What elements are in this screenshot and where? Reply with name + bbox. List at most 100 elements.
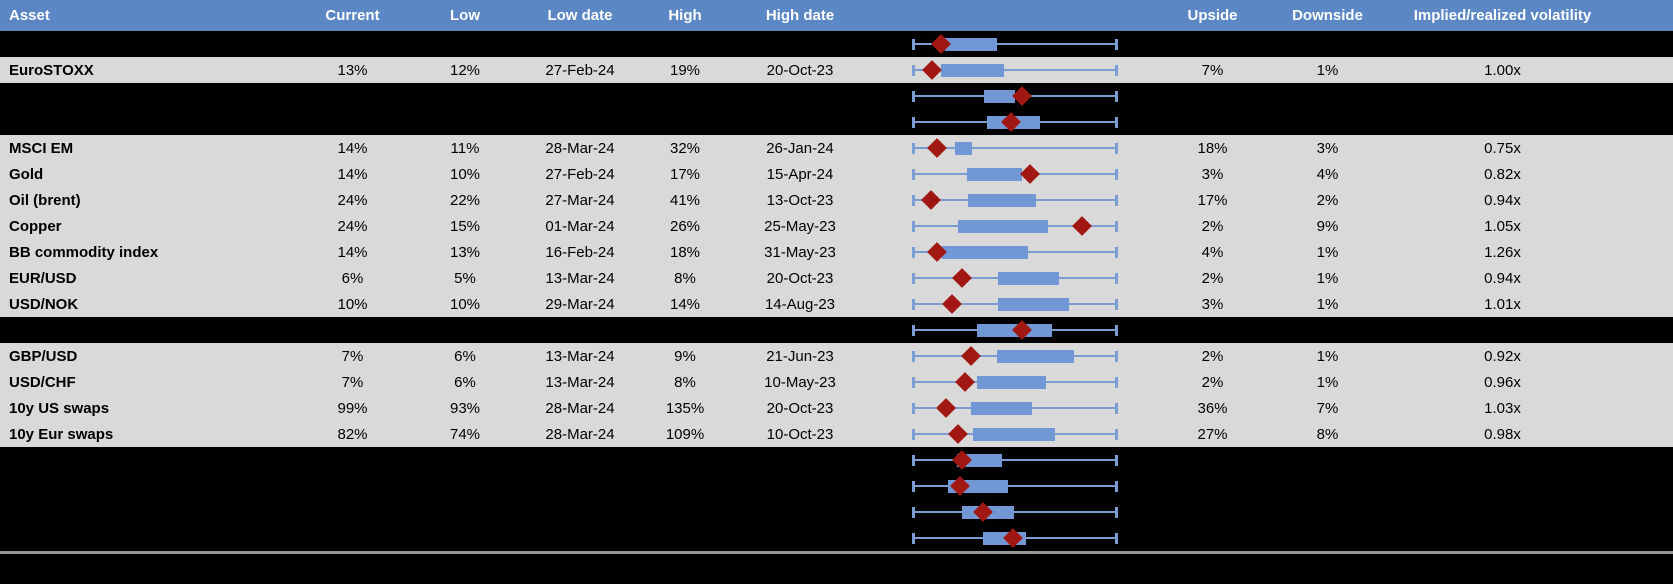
asset-name-cell: BB commodity index bbox=[9, 243, 159, 261]
range-boxplot bbox=[875, 213, 1155, 239]
header-high: High bbox=[668, 7, 702, 24]
high-date-cell: 14-Aug-23 bbox=[764, 295, 836, 313]
high-cell: 18% bbox=[669, 243, 701, 261]
boxplot-track bbox=[912, 187, 1118, 213]
whisker-min-cap bbox=[912, 480, 915, 492]
whisker-min-cap bbox=[912, 454, 915, 466]
low-date-cell: 27-Mar-24 bbox=[545, 191, 615, 209]
boxplot-track bbox=[912, 395, 1118, 421]
boxplot-track bbox=[912, 239, 1118, 265]
header-asset: Asset bbox=[9, 7, 50, 24]
whisker-line bbox=[913, 485, 1117, 487]
range-box bbox=[997, 297, 1070, 311]
whisker-line bbox=[913, 69, 1117, 71]
table-row: MSCI EM 14% 11% 28-Mar-24 32% 26-Jan-24 … bbox=[0, 135, 1673, 161]
high-date-cell: 21-Jun-23 bbox=[766, 347, 834, 365]
whisker-line bbox=[913, 147, 1117, 149]
range-boxplot bbox=[875, 447, 1155, 473]
low-date-cell: 13-Mar-24 bbox=[545, 373, 615, 391]
downside-cell: 1% bbox=[1316, 295, 1339, 313]
current-cell: 7% bbox=[341, 347, 364, 365]
low-cell: 10% bbox=[449, 165, 481, 183]
implied-realized-cell: 1.03x bbox=[1484, 399, 1521, 417]
whisker-max-cap bbox=[1115, 506, 1118, 518]
boxplot-track bbox=[912, 499, 1118, 525]
high-cell: 26% bbox=[669, 217, 701, 235]
current-marker-diamond-icon bbox=[955, 372, 975, 392]
low-cell: 5% bbox=[454, 269, 476, 287]
header-row: Asset Current Low Low date High High dat… bbox=[0, 0, 1673, 31]
whisker-max-cap bbox=[1115, 350, 1118, 362]
implied-realized-cell: 1.00x bbox=[1484, 61, 1521, 79]
range-box bbox=[945, 37, 997, 51]
range-box bbox=[941, 245, 1028, 259]
boxplot-track bbox=[912, 291, 1118, 317]
table-row: 10y US swaps 99% 93% 28-Mar-24 135% 20-O… bbox=[0, 395, 1673, 421]
range-boxplot bbox=[875, 317, 1155, 343]
whisker-max-cap bbox=[1115, 324, 1118, 336]
bottom-separator-line bbox=[0, 551, 1673, 554]
whisker-max-cap bbox=[1115, 298, 1118, 310]
table-row bbox=[0, 473, 1673, 499]
implied-realized-cell: 1.01x bbox=[1484, 295, 1521, 313]
downside-cell: 1% bbox=[1316, 61, 1339, 79]
whisker-max-cap bbox=[1115, 116, 1118, 128]
range-boxplot bbox=[875, 525, 1155, 551]
asset-name-cell: Copper bbox=[9, 217, 62, 235]
downside-cell: 1% bbox=[1316, 243, 1339, 261]
current-cell: 99% bbox=[337, 399, 368, 417]
low-cell: 13% bbox=[449, 243, 481, 261]
boxplot-track bbox=[912, 369, 1118, 395]
range-box bbox=[966, 167, 1023, 181]
table-body: EuroSTOXX 13% 12% 27-Feb-24 19% 20-Oct-2… bbox=[0, 31, 1673, 551]
table-row bbox=[0, 109, 1673, 135]
boxplot-track bbox=[912, 135, 1118, 161]
current-marker-diamond-icon bbox=[951, 268, 972, 288]
high-date-cell: 20-Oct-23 bbox=[766, 399, 834, 417]
whisker-max-cap bbox=[1115, 142, 1118, 154]
implied-realized-cell: 0.92x bbox=[1484, 347, 1521, 365]
boxplot-track bbox=[912, 473, 1118, 499]
asset-name-cell: EUR/USD bbox=[9, 269, 77, 287]
range-box bbox=[997, 271, 1060, 285]
table-row: USD/NOK 10% 10% 29-Mar-24 14% 14-Aug-23 … bbox=[0, 291, 1673, 317]
downside-cell: 1% bbox=[1316, 347, 1339, 365]
current-marker-diamond-icon bbox=[1071, 216, 1092, 236]
low-date-cell: 13-Mar-24 bbox=[545, 269, 615, 287]
current-cell: 24% bbox=[337, 217, 368, 235]
asset-name-cell: USD/CHF bbox=[9, 373, 76, 391]
whisker-min-cap bbox=[912, 402, 915, 414]
high-date-cell: 25-May-23 bbox=[764, 217, 836, 235]
current-marker-diamond-icon bbox=[935, 398, 956, 418]
high-cell: 109% bbox=[665, 425, 705, 443]
table-row: USD/CHF 7% 6% 13-Mar-24 8% 10-May-23 2% … bbox=[0, 369, 1673, 395]
low-date-cell: 28-Mar-24 bbox=[545, 139, 615, 157]
range-box bbox=[955, 141, 973, 155]
upside-cell: 3% bbox=[1201, 165, 1224, 183]
table-row bbox=[0, 317, 1673, 343]
downside-cell: 9% bbox=[1316, 217, 1339, 235]
high-date-cell: 13-Oct-23 bbox=[766, 191, 834, 209]
upside-cell: 27% bbox=[1197, 425, 1228, 443]
low-cell: 6% bbox=[454, 347, 476, 365]
header-implied-realized: Implied/realized volatility bbox=[1413, 7, 1592, 24]
range-box bbox=[958, 219, 1048, 233]
upside-cell: 7% bbox=[1201, 61, 1224, 79]
table-row bbox=[0, 525, 1673, 551]
downside-cell: 7% bbox=[1316, 399, 1339, 417]
table-row bbox=[0, 499, 1673, 525]
low-cell: 12% bbox=[449, 61, 481, 79]
upside-cell: 36% bbox=[1197, 399, 1228, 417]
low-cell: 11% bbox=[450, 139, 480, 157]
range-boxplot bbox=[875, 343, 1155, 369]
whisker-line bbox=[913, 43, 1117, 45]
low-date-cell: 29-Mar-24 bbox=[545, 295, 615, 313]
whisker-max-cap bbox=[1115, 246, 1118, 258]
range-boxplot bbox=[875, 57, 1155, 83]
high-date-cell: 26-Jan-24 bbox=[766, 139, 834, 157]
whisker-min-cap bbox=[912, 168, 915, 180]
whisker-min-cap bbox=[912, 194, 915, 206]
range-box bbox=[976, 375, 1046, 389]
implied-realized-cell: 0.98x bbox=[1484, 425, 1521, 443]
current-cell: 7% bbox=[341, 373, 364, 391]
